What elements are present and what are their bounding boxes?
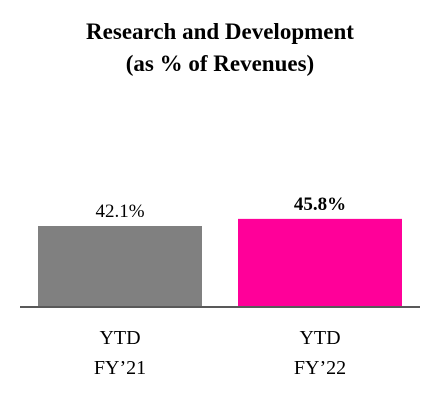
bar-2: [238, 218, 402, 307]
category-label-2-line-1: YTD: [299, 327, 340, 349]
bar-1: [38, 226, 202, 307]
category-label-1-line-1: YTD: [99, 327, 140, 349]
category-label-1-line-2: FY’21: [94, 357, 146, 379]
value-label-2: 45.8%: [294, 194, 346, 215]
category-label-2-line-2: FY’22: [294, 357, 346, 379]
chart-subtitle: (as % of Revenues): [125, 51, 315, 76]
chart-title: Research and Development: [86, 19, 354, 44]
value-label-1: 42.1%: [95, 201, 144, 222]
chart-title-block: Research and Development (as % of Revenu…: [0, 16, 440, 80]
